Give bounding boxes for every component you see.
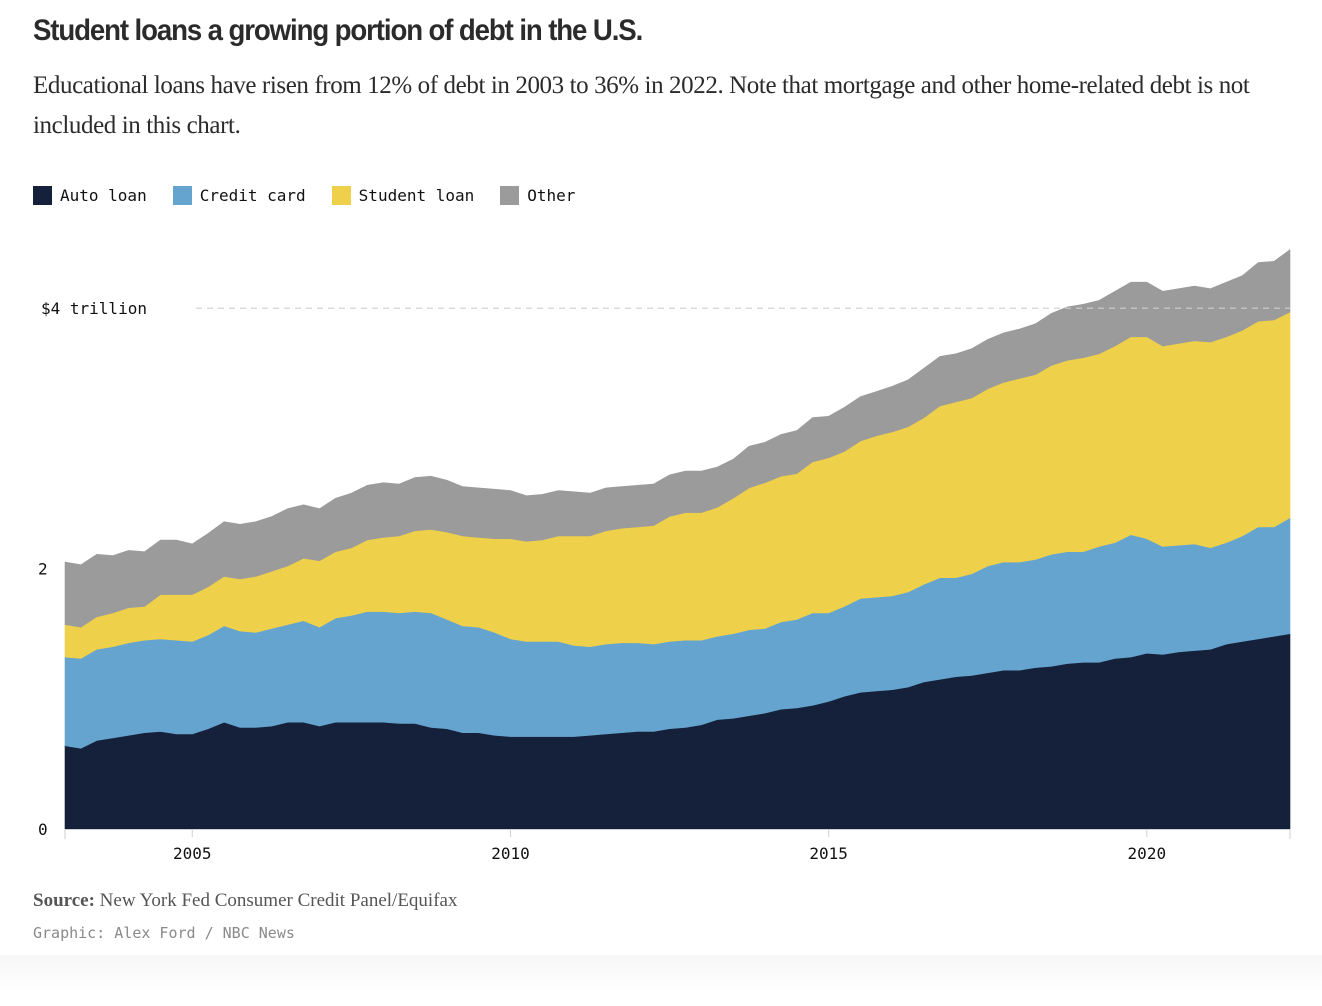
x-tick-label: 2020 [1128,844,1167,863]
legend-item-credit-card: Credit card [172,186,306,205]
stacked-area-chart: 2005 2010 2015 2020 0 2 $4 trillion [38,249,1291,863]
legend-item-other: Other [500,186,575,205]
y-tick-label: $4 trillion [41,299,147,318]
legend-label: Credit card [199,186,306,205]
source-text: New York Fed Consumer Credit Panel/Equif… [99,890,458,911]
source-note: Source: New York Fed Consumer Credit Pan… [33,890,457,912]
legend: Auto loan Credit card Student loan Other [33,186,601,205]
x-tick-label: 2010 [491,844,530,863]
axes: 2005 2010 2015 2020 0 2 $4 trillion [38,299,1291,863]
legend-label: Other [527,186,576,205]
legend-label: Student loan [358,186,475,205]
area-layers [64,249,1291,830]
graphic-credit: Graphic: Alex Ford / NBC News [33,924,295,942]
source-label: Source: [33,890,95,911]
legend-swatch-other [500,186,520,205]
legend-label: Auto loan [60,186,147,205]
legend-item-student-loan: Student loan [331,186,475,205]
legend-swatch-student-loan [331,186,351,205]
footer-fade [0,955,1322,1006]
chart-subtitle: Educational loans have risen from 12% of… [33,72,1250,139]
area-other [64,249,1291,628]
legend-item-auto-loan: Auto loan [33,186,147,205]
x-tick-label: 2005 [173,844,212,863]
chart-title: Student loans a growing portion of debt … [33,14,643,47]
x-tick-label: 2015 [809,844,848,863]
y-tick-label: 2 [38,560,48,579]
y-tick-label: 0 [38,820,48,839]
legend-swatch-auto-loan [33,186,52,205]
legend-swatch-credit-card [172,186,192,205]
